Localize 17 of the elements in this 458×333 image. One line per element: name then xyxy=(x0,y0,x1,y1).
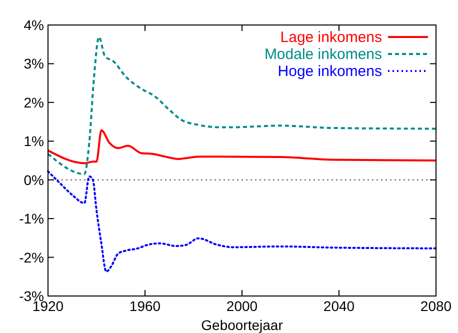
x-tick-label: 2000 xyxy=(226,298,258,314)
y-tick-label: 1% xyxy=(24,133,44,150)
y-tick-label: 2% xyxy=(24,94,44,110)
y-tick-label: 4% xyxy=(24,17,44,33)
y-tick-label: -2% xyxy=(19,249,44,266)
y-tick-label: -1% xyxy=(19,210,44,227)
x-tick-label: 2040 xyxy=(323,298,355,314)
line-series xyxy=(47,170,437,273)
line-series xyxy=(47,129,437,164)
x-tick-label: 1960 xyxy=(129,298,161,314)
y-tick-label: 0% xyxy=(24,172,44,188)
legend-label: Modale inkomens xyxy=(264,46,382,63)
x-tick-label: 2080 xyxy=(420,298,452,314)
y-tick-label: 3% xyxy=(24,56,44,72)
x-axis-title: Geboortejaar xyxy=(201,317,284,333)
legend-label: Lage inkomens xyxy=(280,29,382,46)
legend-label: Hoge inkomens xyxy=(278,63,382,80)
